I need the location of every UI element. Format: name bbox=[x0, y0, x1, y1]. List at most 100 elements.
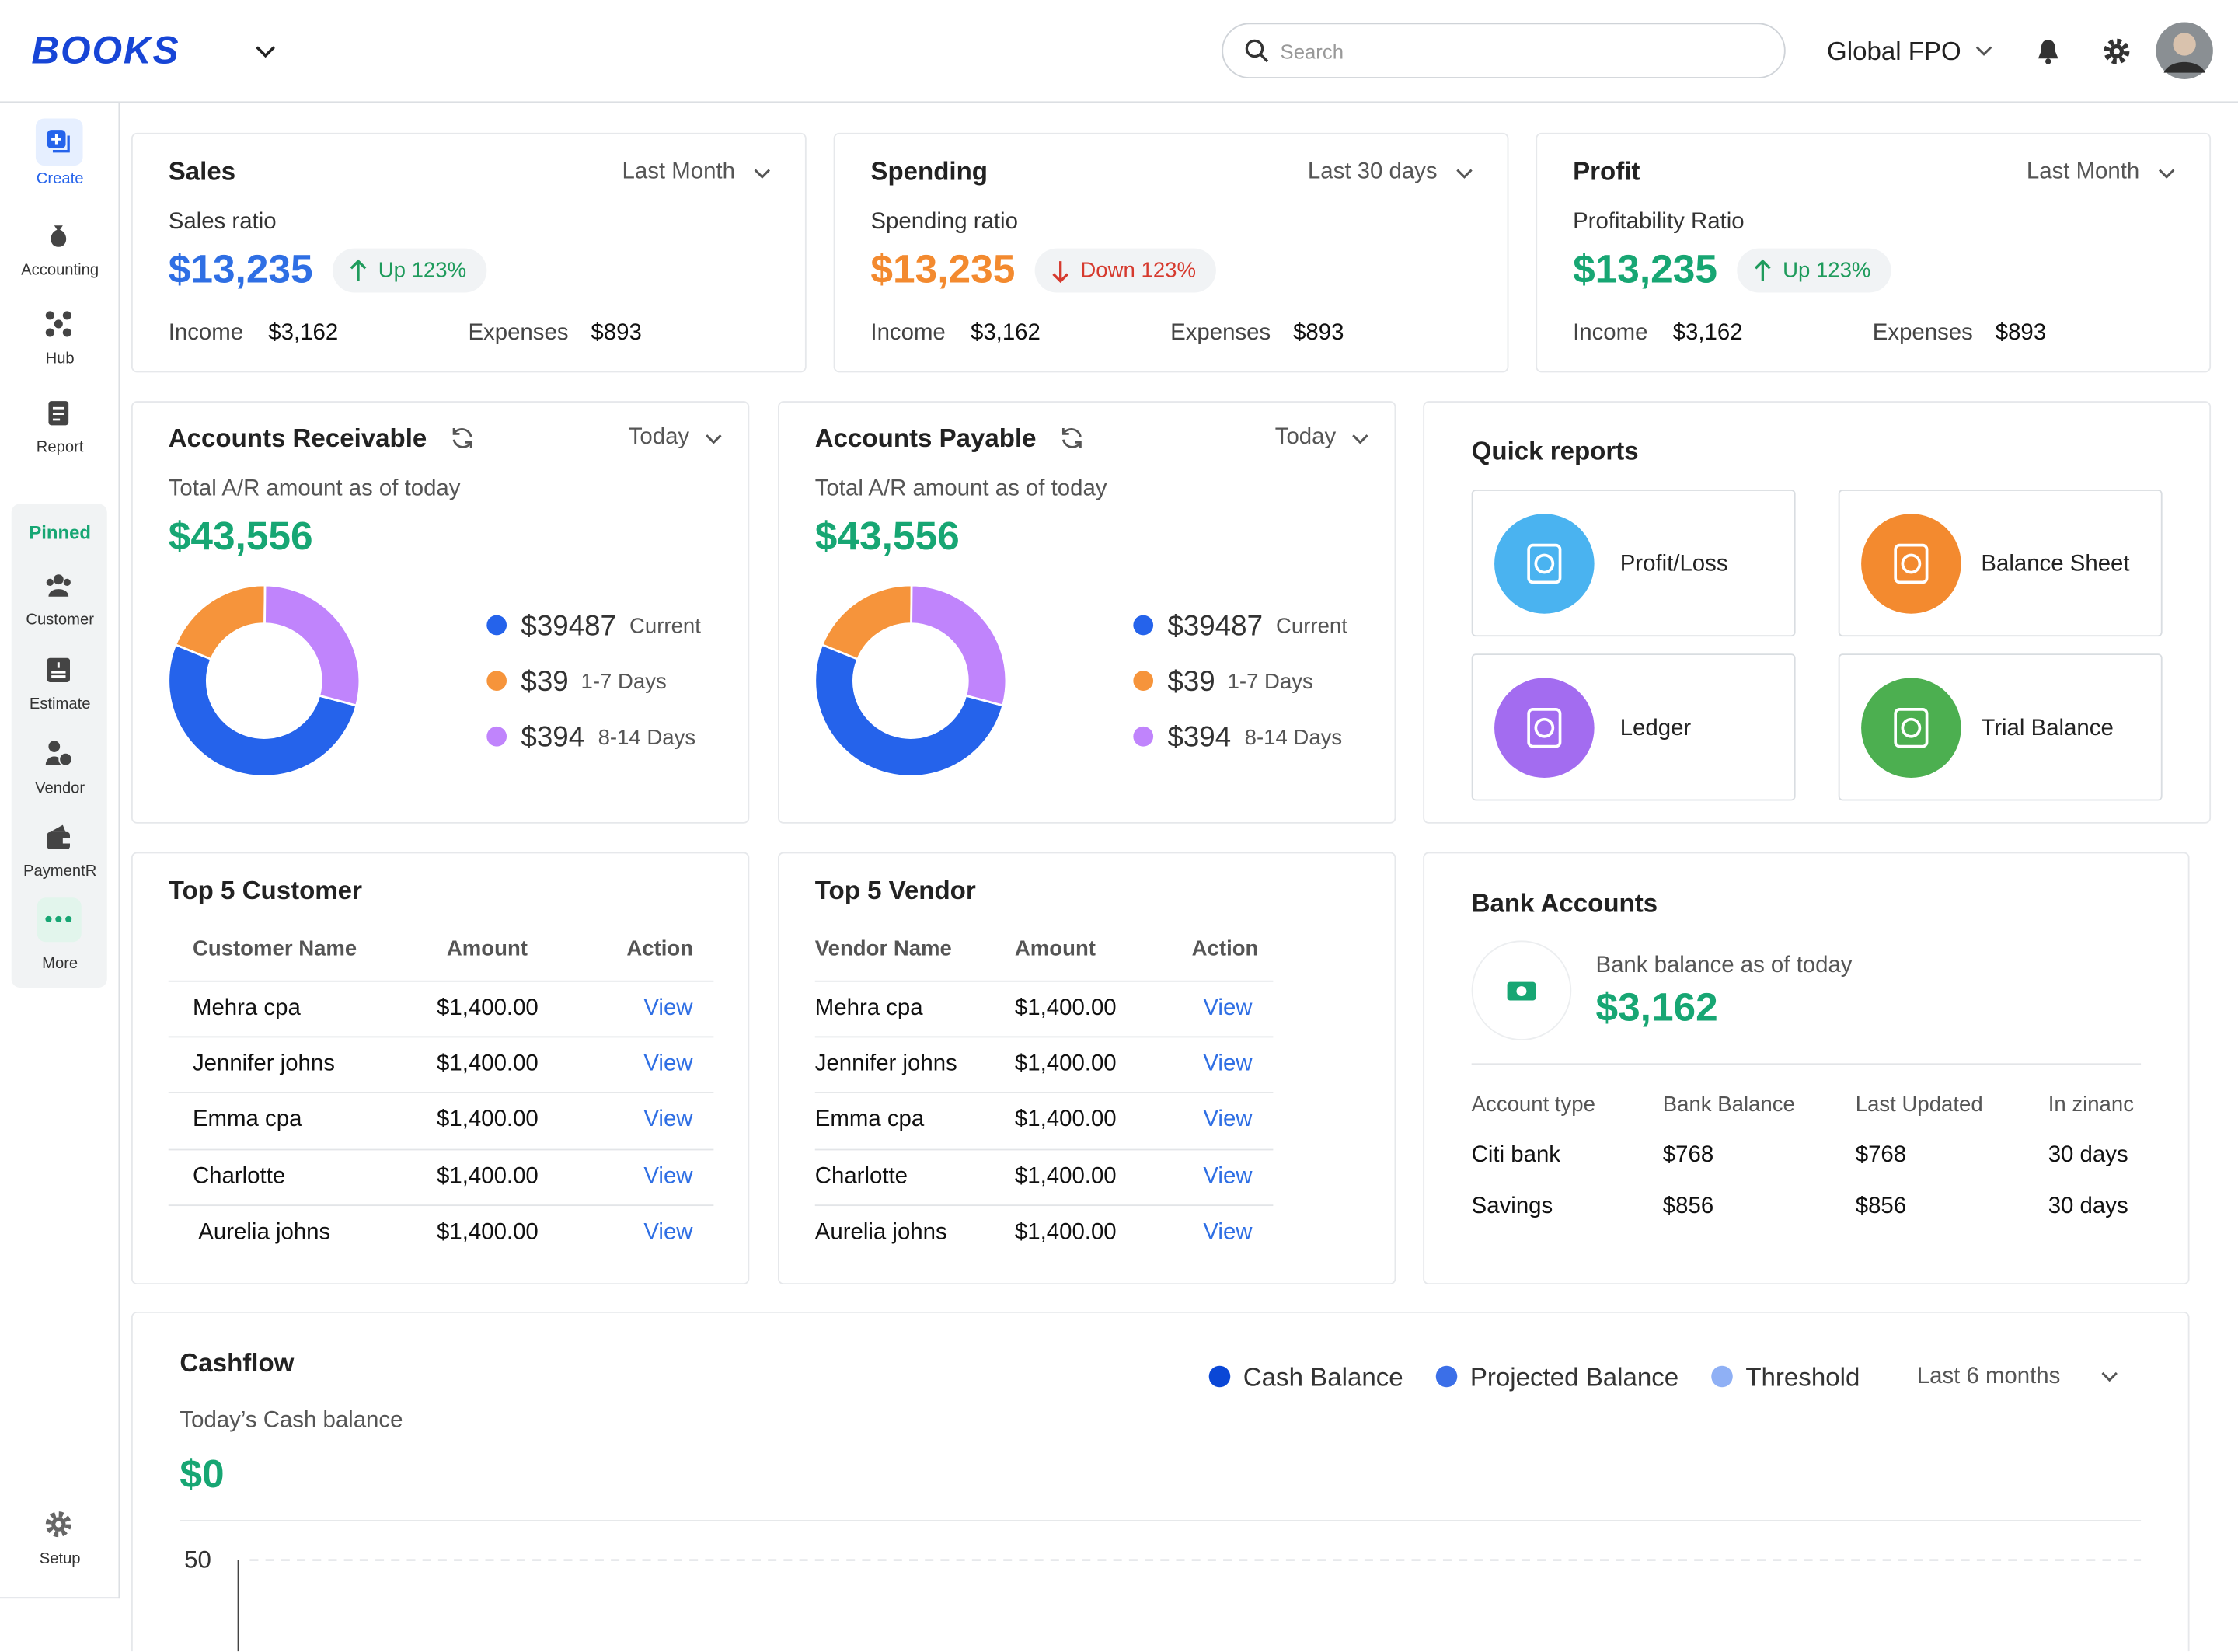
sidebar-icon[interactable] bbox=[44, 221, 73, 250]
period-dropdown[interactable]: Last Month bbox=[2026, 159, 2140, 184]
expenses-value: $893 bbox=[591, 321, 642, 346]
period-dropdown[interactable]: Last 6 months bbox=[1916, 1364, 2061, 1389]
table-cell: Mehra cpa bbox=[192, 996, 301, 1021]
sidebar-label[interactable]: Create bbox=[36, 170, 84, 188]
chevron[interactable] bbox=[2158, 169, 2175, 180]
sidebar-icon[interactable] bbox=[44, 571, 73, 600]
legend-label: 8-14 Days bbox=[598, 725, 696, 751]
sidebar-icon[interactable] bbox=[44, 398, 73, 427]
icon-part bbox=[452, 428, 472, 448]
create-icon[interactable] bbox=[44, 127, 73, 155]
summary-amount: $13,235 bbox=[870, 246, 1016, 291]
donut-segment bbox=[174, 584, 267, 661]
sidebar-label[interactable]: Vendor bbox=[35, 779, 85, 797]
report-label[interactable]: Profit/Loss bbox=[1619, 552, 1728, 577]
report-tile[interactable] bbox=[1838, 489, 2163, 637]
sidebar-label[interactable]: Report bbox=[36, 438, 84, 456]
chevron[interactable] bbox=[705, 434, 722, 445]
icon-part bbox=[486, 726, 507, 747]
expenses-value: $893 bbox=[1995, 321, 2047, 346]
legend-label: 1-7 Days bbox=[580, 670, 667, 695]
sidebar-label[interactable]: Accounting bbox=[21, 262, 99, 280]
view-link[interactable]: View bbox=[643, 1164, 693, 1189]
legend-label: 8-14 Days bbox=[1244, 725, 1343, 751]
table-card bbox=[778, 852, 1396, 1285]
logo-menu-chevron[interactable] bbox=[256, 46, 276, 59]
view-link[interactable]: View bbox=[1203, 996, 1253, 1021]
cashflow-amount: $0 bbox=[180, 1451, 225, 1496]
refresh-icon[interactable] bbox=[450, 425, 476, 451]
column-header: Account type bbox=[1471, 1093, 1595, 1117]
search-box[interactable] bbox=[1222, 23, 1786, 79]
sidebar-label[interactable]: More bbox=[42, 955, 78, 973]
card-title: Profit bbox=[1573, 157, 1640, 186]
sidebar-icon[interactable] bbox=[44, 824, 73, 852]
period-dropdown[interactable]: Last 30 days bbox=[1307, 159, 1438, 184]
sidebar-icon[interactable] bbox=[44, 739, 73, 768]
chevron[interactable] bbox=[2101, 1371, 2118, 1383]
card-title: Accounts Payable bbox=[814, 423, 1037, 453]
column-header: Action bbox=[1191, 936, 1259, 962]
icon-part bbox=[2173, 33, 2196, 56]
sidebar-icon[interactable] bbox=[44, 310, 73, 339]
sidebar-label[interactable]: Estimate bbox=[29, 695, 91, 713]
bank-icon bbox=[1471, 940, 1572, 1040]
card-title: Top 5 Customer bbox=[168, 876, 362, 905]
view-link[interactable]: View bbox=[643, 1220, 693, 1245]
chevron[interactable] bbox=[1975, 46, 1992, 58]
period-dropdown[interactable]: Last Month bbox=[622, 159, 735, 184]
legend-dot bbox=[1435, 1365, 1458, 1388]
table-cell: Jennifer johns bbox=[192, 1052, 335, 1077]
donut-segment bbox=[814, 643, 1005, 778]
cashflow-card bbox=[131, 1311, 2190, 1652]
refresh-icon[interactable] bbox=[1059, 425, 1085, 451]
sidebar-icon[interactable] bbox=[44, 1510, 73, 1539]
sidebar-label[interactable]: Setup bbox=[39, 1550, 81, 1568]
view-link[interactable]: View bbox=[1203, 1164, 1253, 1189]
period-dropdown[interactable]: Today bbox=[1274, 425, 1337, 450]
search-placeholder[interactable]: Search bbox=[1280, 40, 1344, 63]
legend-dot bbox=[1133, 671, 1154, 691]
view-link[interactable]: View bbox=[643, 1108, 693, 1133]
chevron[interactable] bbox=[1455, 169, 1473, 180]
period-dropdown[interactable]: Today bbox=[628, 425, 690, 450]
report-tile[interactable] bbox=[1838, 653, 2163, 801]
icon-part bbox=[2038, 40, 2058, 59]
sidebar-label[interactable]: PaymentR bbox=[23, 863, 97, 880]
expenses-label: Expenses bbox=[468, 321, 569, 346]
card-title: Spending bbox=[870, 157, 988, 186]
view-link[interactable]: View bbox=[1203, 1052, 1253, 1077]
icon-part bbox=[62, 838, 70, 844]
user-avatar[interactable] bbox=[2155, 22, 2213, 80]
report-tile[interactable] bbox=[1471, 653, 1796, 801]
report-label[interactable]: Balance Sheet bbox=[1981, 552, 2130, 577]
settings-gear[interactable] bbox=[2103, 37, 2132, 66]
row-divider bbox=[814, 1204, 1274, 1206]
legend-label: 1-7 Days bbox=[1227, 670, 1313, 695]
chevron[interactable] bbox=[754, 169, 771, 180]
change-badge: Up 123% bbox=[332, 248, 486, 293]
legend-amount: $39 bbox=[521, 666, 569, 699]
card-subtitle: Total A/R amount as of today bbox=[814, 476, 1107, 501]
table-cell: $768 bbox=[1662, 1143, 1714, 1168]
icon-part bbox=[50, 824, 66, 832]
report-label[interactable]: Ledger bbox=[1619, 716, 1692, 741]
organization-selector[interactable]: Global FPO bbox=[1827, 37, 1961, 66]
sidebar-icon[interactable] bbox=[44, 655, 73, 684]
notification-bell[interactable] bbox=[2034, 37, 2062, 66]
view-link[interactable]: View bbox=[1203, 1220, 1253, 1245]
view-link[interactable]: View bbox=[1203, 1108, 1253, 1133]
view-link[interactable]: View bbox=[643, 1052, 693, 1077]
sidebar-label[interactable]: Customer bbox=[26, 612, 94, 629]
report-label[interactable]: Trial Balance bbox=[1981, 716, 2114, 741]
more-dots[interactable] bbox=[44, 914, 73, 925]
sidebar-label[interactable]: Hub bbox=[45, 350, 75, 368]
report-tile[interactable] bbox=[1471, 489, 1796, 637]
legend-amount: $394 bbox=[521, 722, 585, 754]
column-header: Customer Name bbox=[192, 936, 357, 962]
view-link[interactable]: View bbox=[643, 996, 693, 1021]
row-divider bbox=[814, 1148, 1274, 1150]
icon-part bbox=[55, 1521, 62, 1528]
chevron[interactable] bbox=[1351, 434, 1368, 445]
table-cell: $1,400.00 bbox=[437, 1052, 539, 1077]
